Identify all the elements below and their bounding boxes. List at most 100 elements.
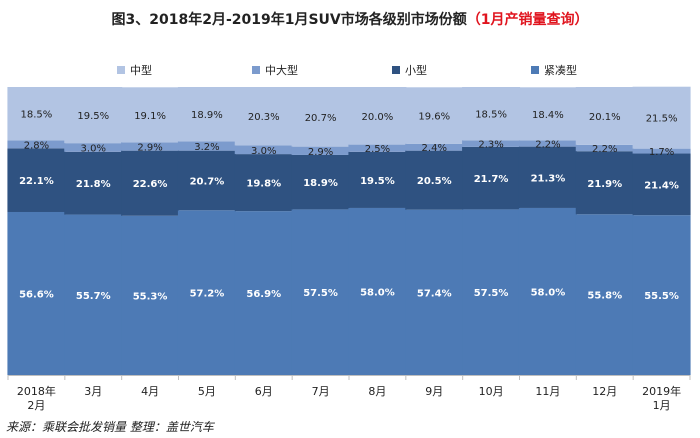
data-label-1-5: 18.9% — [303, 178, 338, 189]
bar-segment-2-6 — [348, 144, 407, 152]
bar-segment-2-3 — [177, 141, 236, 151]
x-tick-label-0: 2018年 2月 — [17, 384, 56, 412]
chart-title-main: 图3、2018年2月-2019年1月SUV市场各级别市场份额 — [111, 12, 467, 28]
bar-segment-3-8 — [462, 87, 521, 141]
x-tick-label-line: 3月 — [84, 385, 102, 398]
bar-segment-3-6 — [348, 87, 407, 145]
bar-segment-1-11 — [632, 153, 691, 216]
x-tick-label-line: 8月 — [368, 385, 386, 398]
x-tick-label-5: 7月 — [312, 385, 330, 398]
data-label-3-9: 18.4% — [532, 110, 564, 121]
x-tick-label-line: 10月 — [479, 385, 504, 398]
bar-segment-0-6 — [348, 207, 407, 375]
data-label-3-0: 18.5% — [21, 110, 53, 121]
data-label-2-7: 2.4% — [422, 143, 447, 154]
bar-segment-0-2 — [121, 215, 180, 375]
bar-segment-1-7 — [405, 150, 464, 210]
bar-segment-3-0 — [7, 87, 66, 141]
x-tick-label-8: 10月 — [479, 385, 504, 398]
data-label-0-4: 56.9% — [246, 289, 281, 300]
x-tick-label-line: 5月 — [198, 385, 216, 398]
data-label-3-5: 20.7% — [305, 113, 337, 124]
bar-segment-2-4 — [234, 145, 293, 155]
data-label-1-7: 20.5% — [417, 176, 452, 187]
x-tick-label-4: 6月 — [255, 385, 273, 398]
x-tick-label-1: 3月 — [84, 385, 102, 398]
data-label-0-3: 57.2% — [190, 289, 225, 300]
data-label-3-2: 19.1% — [134, 111, 166, 122]
x-tick-label-line: 12月 — [592, 385, 617, 398]
x-tick-label-line: 1月 — [653, 399, 671, 412]
data-label-1-0: 22.1% — [19, 176, 54, 187]
bar-segment-1-5 — [291, 154, 350, 210]
bar-segment-3-4 — [234, 87, 293, 146]
x-tick-label-3: 5月 — [198, 385, 216, 398]
data-label-1-9: 21.3% — [531, 173, 566, 184]
bar-segment-1-3 — [177, 150, 236, 211]
bar-segment-3-7 — [405, 87, 464, 144]
data-label-3-7: 19.6% — [418, 112, 450, 123]
x-tick-label-line: 9月 — [425, 385, 443, 398]
x-tick-label-10: 12月 — [592, 385, 617, 398]
data-label-2-4: 3.0% — [251, 146, 276, 157]
data-label-0-6: 58.0% — [360, 287, 395, 298]
x-tick-label-line: 6月 — [255, 385, 273, 398]
x-tick-label-2: 4月 — [141, 385, 159, 398]
x-tick-label-line: 2019年 — [642, 384, 681, 398]
x-tick-label-line: 7月 — [312, 385, 330, 398]
data-label-2-10: 2.2% — [592, 144, 617, 155]
bar-segment-2-7 — [405, 143, 464, 151]
data-label-1-4: 19.8% — [246, 179, 281, 190]
bar-segment-0-11 — [632, 215, 691, 375]
bar-segment-0-8 — [462, 209, 521, 375]
data-label-0-7: 57.4% — [417, 288, 452, 299]
bar-segment-0-4 — [234, 211, 293, 375]
data-label-3-6: 20.0% — [362, 112, 394, 123]
bar-segment-1-1 — [64, 151, 123, 215]
bar-segment-1-8 — [462, 146, 521, 210]
bar-segment-0-9 — [518, 207, 577, 375]
data-label-1-1: 21.8% — [76, 179, 111, 190]
data-label-0-2: 55.3% — [133, 291, 168, 302]
bar-segment-0-0 — [7, 211, 66, 375]
x-tick-label-line: 11月 — [535, 385, 560, 398]
bar-segment-1-2 — [121, 150, 180, 216]
data-label-0-10: 55.8% — [587, 291, 622, 302]
bar-segment-2-10 — [575, 144, 634, 152]
data-label-2-9: 2.2% — [535, 139, 560, 150]
bar-segment-0-1 — [64, 214, 123, 375]
data-label-3-10: 20.1% — [589, 112, 621, 123]
bar-segment-2-2 — [121, 142, 180, 151]
chart-title-highlight: （1月产销量查询） — [466, 12, 589, 28]
x-tick-label-11: 2019年 1月 — [642, 384, 681, 412]
data-label-0-0: 56.6% — [19, 290, 54, 301]
x-tick-label-9: 11月 — [535, 385, 560, 398]
data-label-1-3: 20.7% — [190, 176, 225, 187]
bar-segment-3-2 — [121, 87, 180, 143]
source-note: 来源：乘联会批发销量 整理：盖世汽车 — [6, 420, 214, 434]
data-label-3-1: 19.5% — [77, 111, 109, 122]
bar-segment-2-9 — [518, 140, 577, 147]
chart-title: 图3、2018年2月-2019年1月SUV市场各级别市场份额（1月产销量查询） — [0, 9, 700, 29]
data-label-0-5: 57.5% — [303, 288, 338, 299]
bar-segment-2-8 — [462, 140, 521, 147]
bar-segment-1-4 — [234, 154, 293, 212]
data-label-0-1: 55.7% — [76, 291, 111, 302]
data-label-3-4: 20.3% — [248, 112, 280, 123]
data-label-2-5: 2.9% — [308, 147, 333, 158]
bar-segment-3-1 — [64, 87, 123, 144]
x-tick-label-line: 2月 — [27, 399, 45, 412]
bar-segment-3-5 — [291, 87, 350, 147]
data-label-2-1: 3.0% — [81, 143, 106, 154]
data-label-2-8: 2.3% — [478, 140, 503, 151]
bar-segment-0-7 — [405, 209, 464, 375]
data-label-0-11: 55.5% — [644, 291, 679, 302]
bar-segment-2-1 — [64, 143, 123, 152]
data-label-1-10: 21.9% — [587, 179, 622, 190]
bar-segment-1-9 — [518, 146, 577, 208]
x-tick-label-7: 9月 — [425, 385, 443, 398]
bar-segment-3-10 — [575, 87, 634, 145]
bar-segment-0-3 — [177, 210, 236, 375]
bar-segment-2-11 — [632, 148, 691, 154]
